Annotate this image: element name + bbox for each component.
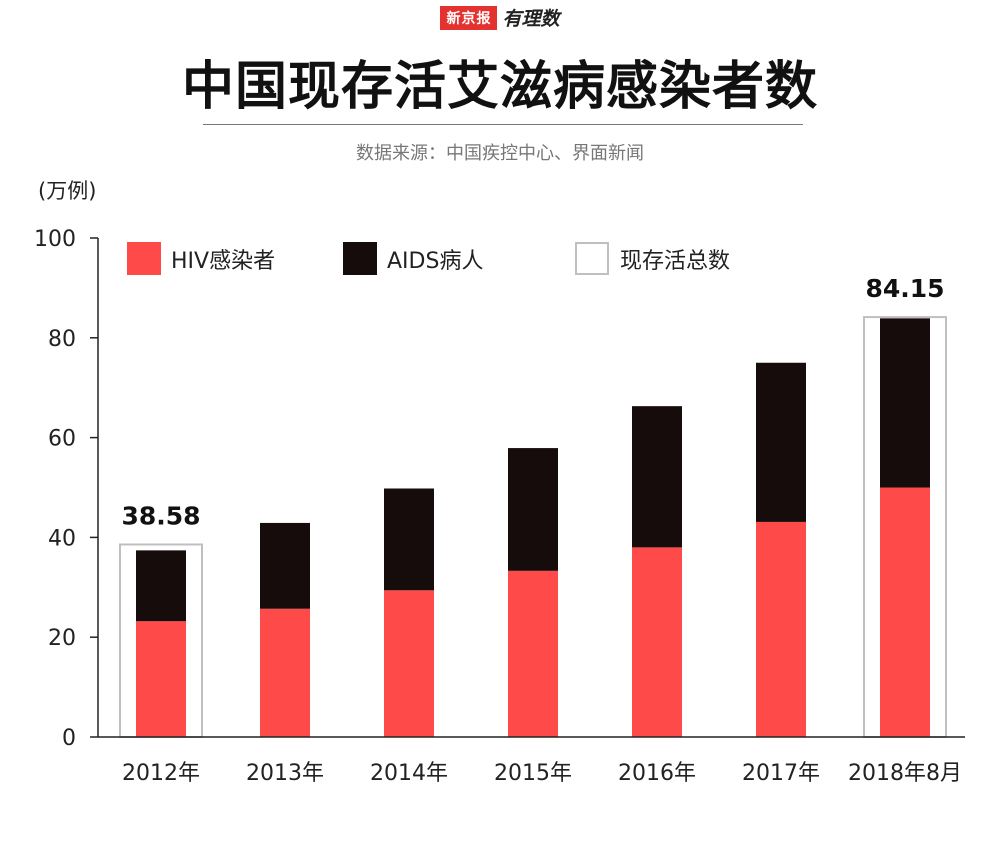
legend-label-aids: AIDS病人: [387, 249, 483, 274]
bar-aids-5: [756, 362, 806, 522]
bar-hiv-4: [632, 547, 682, 737]
legend: HIV感染者 AIDS病人 现存活总数: [127, 242, 730, 275]
x-tick-label-0: 2012年: [122, 761, 200, 786]
bar-hiv-1: [260, 608, 310, 737]
x-tick-label-2: 2014年: [370, 761, 448, 786]
y-axis: 0 20 40 60 80 100: [34, 227, 99, 751]
bar-hiv-0: [136, 621, 186, 737]
x-tick-label-3: 2015年: [494, 761, 572, 786]
y-tick-label-80: 80: [48, 327, 76, 352]
masthead-paper-logo: 新京报: [440, 5, 498, 30]
x-tick-label-5: 2017年: [742, 761, 820, 786]
bar-aids-1: [260, 522, 310, 609]
total-value-label-0: 38.58: [121, 501, 200, 530]
data-source: 数据来源：中国疾控中心、界面新闻: [356, 143, 644, 164]
bar-aids-0: [136, 550, 186, 622]
bar-aids-6: [880, 318, 930, 488]
bar-hiv-5: [756, 521, 806, 737]
bar-hiv-2: [384, 590, 434, 737]
y-axis-label: (万例): [38, 179, 96, 203]
x-tick-label-6: 2018年8月: [848, 761, 962, 786]
y-tick-label-0: 0: [62, 726, 76, 751]
bars: [136, 318, 930, 737]
total-value-label-6: 84.15: [865, 274, 944, 303]
y-tick-label-20: 20: [48, 626, 76, 651]
masthead: 新京报 有理数: [0, 4, 1000, 31]
value-labels: 38.58 84.15: [121, 274, 944, 530]
bar-aids-4: [632, 406, 682, 548]
title-divider: [203, 124, 803, 125]
masthead-column-logo: 有理数: [502, 8, 560, 30]
legend-swatch-total: [575, 242, 609, 275]
y-tick-label-60: 60: [48, 427, 76, 452]
bar-aids-2: [384, 488, 434, 591]
y-tick-label-40: 40: [48, 526, 76, 551]
x-tick-label-4: 2016年: [618, 761, 696, 786]
chart-title: 中国现存活艾滋病感染者数: [181, 57, 818, 117]
legend-swatch-hiv: [127, 242, 161, 275]
legend-swatch-aids: [343, 242, 377, 275]
x-tick-label-1: 2013年: [246, 761, 324, 786]
x-axis: 2012年 2013年 2014年 2015年 2016年 2017年 2018年8月: [98, 736, 965, 786]
bar-hiv-3: [508, 570, 558, 737]
legend-label-total: 现存活总数: [620, 249, 730, 274]
y-tick-label-100: 100: [34, 227, 76, 252]
bar-aids-3: [508, 448, 558, 571]
bar-hiv-6: [880, 487, 930, 737]
legend-label-hiv: HIV感染者: [171, 249, 275, 274]
